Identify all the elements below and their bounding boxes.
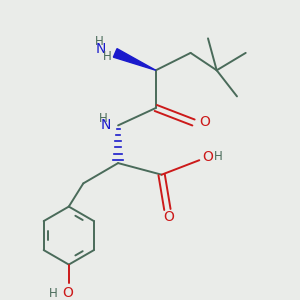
Text: H: H <box>95 35 103 48</box>
Text: N: N <box>101 118 111 132</box>
Text: N: N <box>96 42 106 56</box>
Text: H: H <box>49 287 58 300</box>
Text: H: H <box>214 150 223 163</box>
Polygon shape <box>113 49 156 70</box>
Text: O: O <box>200 115 211 129</box>
Text: O: O <box>164 210 174 224</box>
Text: H: H <box>103 50 112 63</box>
Text: O: O <box>202 150 213 164</box>
Text: O: O <box>62 286 73 300</box>
Text: H: H <box>99 112 107 124</box>
